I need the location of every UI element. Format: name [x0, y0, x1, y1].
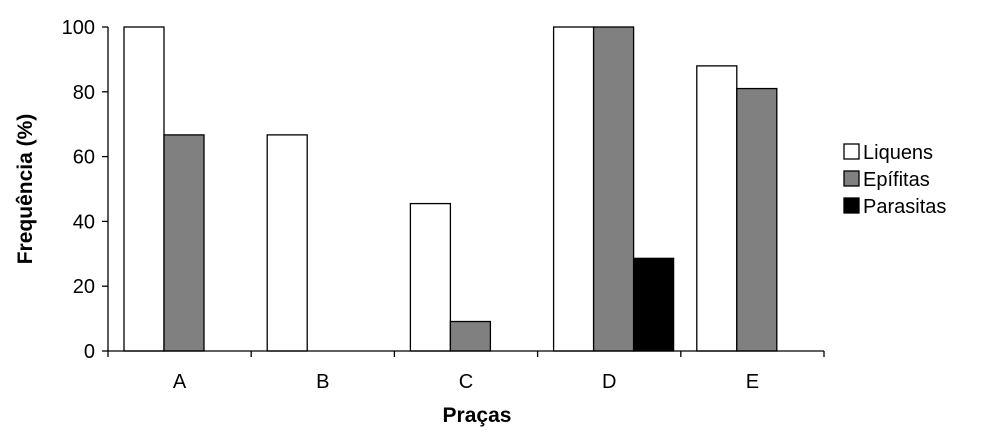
bar-E-epífitas	[736, 87, 778, 352]
legend-label-liquens: Liquens	[863, 142, 933, 164]
y-tick-label: 60	[73, 147, 95, 169]
x-axis-title: Praças	[443, 404, 512, 427]
legend-swatch-liquens	[843, 143, 860, 160]
legend-label-epífitas: Epífitas	[863, 169, 930, 191]
bar-C-epífitas	[449, 320, 492, 352]
y-tick-label: 40	[73, 211, 95, 233]
bar-C-liquens	[409, 202, 452, 352]
y-tick-label: 80	[73, 82, 95, 104]
axes-layer: 0 20 40 60 80 100 A B C D E	[62, 17, 825, 393]
y-axis-title: Frequência (%)	[14, 114, 37, 265]
bar-D-epífitas	[592, 26, 635, 352]
x-tick-label: C	[459, 371, 473, 393]
bar-D-liquens	[552, 26, 595, 352]
x-tick-label: D	[602, 371, 616, 393]
bars-layer	[123, 26, 778, 352]
bar-A-epífitas	[163, 134, 205, 352]
x-tick-label: A	[173, 371, 187, 393]
x-tick-label: E	[746, 371, 759, 393]
bar-E-liquens	[696, 65, 738, 352]
bar-B-liquens	[266, 134, 308, 352]
y-tick-label: 20	[73, 276, 95, 298]
bar-A-liquens	[123, 26, 165, 352]
y-tick-label: 100	[62, 17, 95, 39]
y-tick-label: 0	[84, 341, 95, 363]
legend-label-parasitas: Parasitas	[863, 196, 946, 218]
x-tick-label: B	[316, 371, 329, 393]
bar-D-parasitas	[632, 257, 675, 352]
legend: Liquens Epífitas Parasitas	[843, 142, 946, 218]
legend-swatch-parasitas	[843, 197, 860, 214]
legend-swatch-epífitas	[843, 170, 860, 187]
